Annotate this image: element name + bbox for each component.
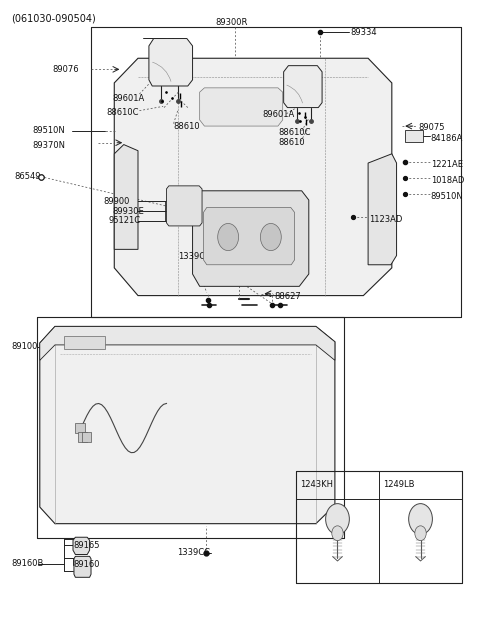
Text: (061030-090504): (061030-090504): [12, 14, 96, 24]
Text: 89300R: 89300R: [216, 18, 248, 27]
Text: 88627: 88627: [275, 292, 301, 300]
Polygon shape: [114, 144, 138, 249]
Polygon shape: [192, 191, 309, 286]
Text: 89075: 89075: [418, 123, 444, 132]
Text: 89601A: 89601A: [112, 94, 144, 103]
Circle shape: [325, 504, 349, 534]
Text: 89900: 89900: [103, 197, 130, 206]
Circle shape: [261, 223, 281, 251]
Text: 88610C: 88610C: [278, 128, 311, 137]
Text: 89160H: 89160H: [72, 338, 105, 348]
Bar: [75, 423, 85, 433]
Text: 89318B: 89318B: [213, 245, 245, 254]
Text: 1243KH: 1243KH: [300, 480, 333, 490]
Polygon shape: [200, 88, 283, 126]
Circle shape: [408, 504, 432, 534]
Text: 88610: 88610: [174, 121, 200, 131]
Text: 89318B: 89318B: [213, 255, 245, 264]
Polygon shape: [40, 327, 335, 524]
Text: 1339CD: 1339CD: [179, 253, 212, 261]
Text: 1221AE: 1221AE: [431, 160, 463, 169]
Bar: [64, 336, 105, 349]
Text: 89916: 89916: [169, 195, 195, 205]
Text: 89100: 89100: [12, 342, 38, 351]
Text: 89334: 89334: [350, 28, 377, 37]
Text: 88610: 88610: [278, 138, 305, 147]
Text: 89510N: 89510N: [431, 192, 464, 201]
Polygon shape: [368, 154, 396, 265]
Text: 89601A: 89601A: [263, 111, 295, 119]
Polygon shape: [167, 186, 202, 226]
Circle shape: [332, 526, 343, 541]
Text: 89165: 89165: [73, 541, 99, 550]
Circle shape: [218, 223, 239, 251]
Bar: [405, 130, 423, 142]
Polygon shape: [204, 208, 295, 265]
Text: 1123AD: 1123AD: [370, 215, 403, 225]
Text: 1018AD: 1018AD: [431, 177, 464, 185]
Text: 89160: 89160: [73, 560, 99, 570]
Text: 89930E: 89930E: [113, 207, 144, 216]
Text: 95121C: 95121C: [108, 216, 140, 226]
Text: 84186A: 84186A: [431, 134, 463, 143]
Polygon shape: [74, 556, 91, 577]
Text: 88610C: 88610C: [106, 108, 139, 117]
Bar: [82, 432, 92, 442]
Polygon shape: [284, 66, 322, 108]
Polygon shape: [114, 58, 392, 295]
Text: 89370N: 89370N: [32, 141, 65, 151]
Circle shape: [415, 526, 426, 541]
Polygon shape: [40, 327, 335, 360]
Polygon shape: [149, 39, 192, 86]
Text: 89160B: 89160B: [12, 559, 44, 569]
Text: 1339CC: 1339CC: [178, 548, 210, 557]
Text: 1249LB: 1249LB: [383, 480, 414, 490]
Text: 86549: 86549: [14, 172, 41, 181]
Polygon shape: [73, 537, 90, 554]
Text: 89510N: 89510N: [32, 126, 65, 136]
Text: 89076: 89076: [53, 65, 79, 74]
Bar: [78, 432, 87, 442]
